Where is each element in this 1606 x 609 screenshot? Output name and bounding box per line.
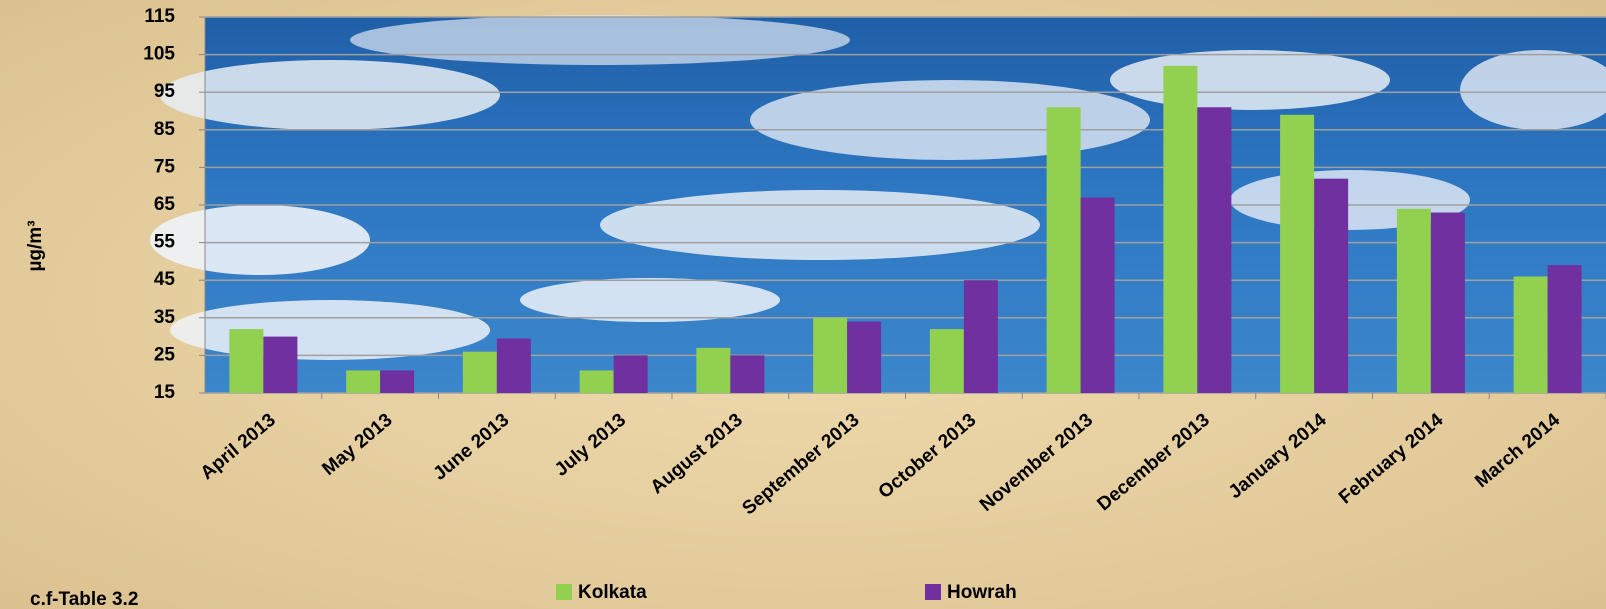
- bar: [730, 355, 765, 393]
- bar: [1314, 178, 1349, 393]
- y-tick-label: 105: [143, 44, 175, 65]
- bar: [1396, 208, 1431, 393]
- note: c.f-Table 3.2: [30, 589, 138, 609]
- bar: [496, 338, 531, 393]
- bar: [929, 329, 964, 393]
- bar: [229, 329, 264, 393]
- bar: [1430, 212, 1465, 393]
- y-tick-label: 115: [144, 6, 175, 27]
- bar: [963, 280, 998, 393]
- legend-swatch: [925, 584, 941, 600]
- legend-label: Howrah: [947, 582, 1017, 603]
- bar: [1280, 114, 1315, 393]
- y-tick-label: 65: [154, 194, 176, 215]
- bar: [1080, 197, 1115, 393]
- y-tick-label: 35: [154, 307, 176, 328]
- bar: [613, 355, 648, 393]
- bar: [696, 347, 731, 393]
- bar: [1046, 107, 1081, 394]
- legend-label: Kolkata: [578, 582, 647, 603]
- y-tick-label: 85: [154, 119, 176, 140]
- y-tick-label: 25: [154, 344, 176, 365]
- bar: [813, 317, 848, 393]
- bar: [1547, 265, 1582, 393]
- bar: [1163, 65, 1198, 393]
- bar: [847, 321, 882, 393]
- y-tick-label: 75: [154, 156, 176, 177]
- bar: [462, 351, 497, 393]
- y-axis-label: µg/m³: [25, 220, 46, 271]
- bar: [1513, 276, 1548, 393]
- bar: [1197, 107, 1232, 394]
- bar: [579, 370, 614, 393]
- bar: [346, 370, 381, 393]
- bar: [380, 370, 415, 393]
- y-tick-label: 45: [154, 269, 176, 290]
- bar: [263, 336, 298, 393]
- y-tick-label: 95: [154, 81, 176, 102]
- legend-swatch: [556, 584, 572, 600]
- y-tick-label: 55: [154, 232, 176, 253]
- y-tick-label: 15: [154, 382, 176, 403]
